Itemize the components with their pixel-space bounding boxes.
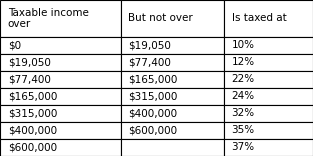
Text: 32%: 32%	[232, 108, 255, 118]
Bar	[224, 71, 313, 88]
Text: $19,050: $19,050	[128, 40, 171, 50]
Text: 35%: 35%	[232, 125, 255, 135]
Bar	[224, 88, 313, 105]
Text: $0: $0	[8, 40, 21, 50]
Bar	[0, 0, 121, 37]
Bar	[0, 37, 121, 54]
Bar	[224, 139, 313, 156]
Text: $400,000: $400,000	[8, 125, 57, 135]
Bar	[224, 122, 313, 139]
Text: $77,400: $77,400	[8, 74, 51, 84]
Bar	[0, 122, 121, 139]
Text: But not over: But not over	[128, 13, 193, 23]
Bar	[0, 105, 121, 122]
Text: $315,000: $315,000	[128, 91, 178, 101]
Bar	[121, 0, 224, 37]
Bar	[224, 0, 313, 37]
Text: $19,050: $19,050	[8, 57, 51, 67]
Text: $400,000: $400,000	[128, 108, 177, 118]
Text: $600,000: $600,000	[8, 142, 57, 152]
Bar	[224, 37, 313, 54]
Bar	[0, 71, 121, 88]
Bar	[224, 54, 313, 71]
Bar	[121, 105, 224, 122]
Bar	[121, 88, 224, 105]
Text: 22%: 22%	[232, 74, 255, 84]
Text: 12%: 12%	[232, 57, 255, 67]
Text: 10%: 10%	[232, 40, 254, 50]
Text: $77,400: $77,400	[128, 57, 171, 67]
Bar	[0, 139, 121, 156]
Bar	[0, 88, 121, 105]
Bar	[121, 71, 224, 88]
Bar	[121, 54, 224, 71]
Text: 24%: 24%	[232, 91, 255, 101]
Text: Taxable income
over: Taxable income over	[8, 7, 89, 29]
Text: $165,000: $165,000	[128, 74, 178, 84]
Text: 37%: 37%	[232, 142, 255, 152]
Bar	[121, 139, 224, 156]
Bar	[224, 105, 313, 122]
Text: $165,000: $165,000	[8, 91, 57, 101]
Text: $315,000: $315,000	[8, 108, 57, 118]
Text: $600,000: $600,000	[128, 125, 177, 135]
Text: Is taxed at: Is taxed at	[232, 13, 286, 23]
Bar	[121, 37, 224, 54]
Bar	[0, 54, 121, 71]
Bar	[121, 122, 224, 139]
